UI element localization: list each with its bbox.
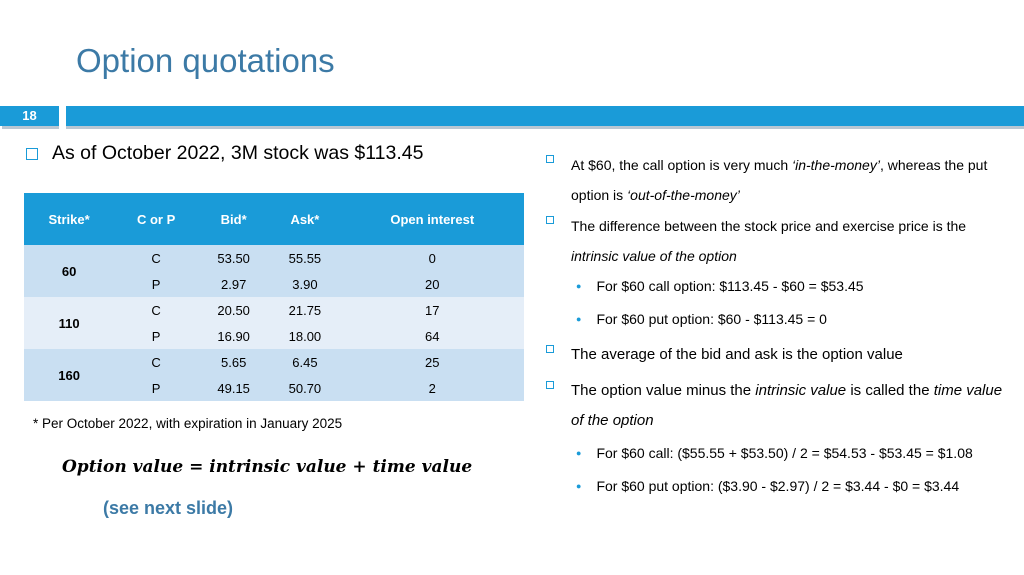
header-ask: Ask*: [269, 193, 341, 245]
bullet-text: The average of the bid and ask is the op…: [571, 346, 903, 363]
slide-number-badge: 18: [0, 106, 59, 126]
ask-cell: 6.45: [269, 349, 341, 375]
bullet-option-value: The average of the bid and ask is the op…: [546, 340, 1006, 370]
bullet-time-value: The option value minus the intrinsic val…: [546, 376, 1006, 436]
ask-cell: 55.55: [269, 245, 341, 271]
bullet-emphasis: intrinsic value of the option: [571, 248, 737, 264]
header-c-or-p: C or P: [114, 193, 199, 245]
bullet-text: The option value minus the: [571, 382, 756, 399]
bid-cell: 20.50: [198, 297, 270, 323]
dot-bullet-icon: ●: [576, 481, 582, 491]
bid-cell: 16.90: [198, 323, 270, 349]
table-row: P 16.90 18.00 64: [24, 323, 524, 349]
sub-bullet-put: ● For $60 put option: $60 - $113.45 = 0: [576, 311, 827, 327]
bullet-emphasis: intrinsic value: [755, 382, 847, 399]
ask-cell: 21.75: [269, 297, 341, 323]
sub-bullet-call-time-value: ● For $60 call: ($55.55 + $53.50) / 2 = …: [576, 445, 973, 461]
strike-cell: 160: [24, 349, 115, 401]
sub-bullet-put-time-value: ● For $60 put option: ($3.90 - $2.97) / …: [576, 478, 959, 494]
type-cell: C: [114, 349, 199, 375]
table-row: 160 C 5.65 6.45 25: [24, 349, 524, 401]
header-bid: Bid*: [198, 193, 270, 245]
bid-cell: 5.65: [198, 349, 270, 375]
open-interest-cell: 64: [340, 323, 524, 349]
table-row: P 49.15 50.70 2: [24, 375, 524, 401]
table-row: 110 C 20.50 21.75 17: [24, 297, 524, 349]
open-interest-cell: 20: [340, 271, 524, 297]
strike-cell: 110: [24, 297, 115, 349]
badge-shadow: [2, 126, 59, 129]
sub-bullet-text: For $60 put option: $60 - $113.45 = 0: [596, 311, 827, 327]
open-interest-cell: 2: [340, 375, 524, 401]
strike-cell: 60: [24, 245, 115, 297]
header-strike: Strike*: [24, 193, 115, 245]
header-rule-shadow: [66, 126, 1024, 129]
dot-bullet-icon: ●: [576, 314, 582, 324]
square-bullet-icon: [546, 345, 554, 353]
type-cell: P: [114, 271, 199, 297]
table-row: P 2.97 3.90 20: [24, 271, 524, 297]
bullet-text: The difference between the stock price a…: [571, 218, 967, 234]
bid-cell: 53.50: [198, 245, 270, 271]
option-quotes-table: Strike* C or P Bid* Ask* Open interest 6…: [24, 193, 524, 401]
bullet-intrinsic-value: The difference between the stock price a…: [546, 211, 1006, 271]
bullet-emphasis: ‘in-the-money’: [792, 157, 880, 173]
bid-cell: 49.15: [198, 375, 270, 401]
open-interest-cell: 17: [340, 297, 524, 323]
lead-text: As of October 2022, 3M stock was $113.45: [52, 142, 424, 164]
bullet-text: is called the: [846, 382, 934, 399]
table-row: 60 C 53.50 55.55 0: [24, 245, 524, 297]
square-bullet-icon: [26, 147, 38, 160]
sub-bullet-text: For $60 put option: ($3.90 - $2.97) / 2 …: [596, 478, 960, 494]
dot-bullet-icon: ●: [576, 448, 582, 458]
type-cell: C: [114, 245, 199, 271]
lead-bullet: As of October 2022, 3M stock was $113.45: [26, 142, 423, 165]
page-title: Option quotations: [76, 42, 335, 79]
type-cell: P: [114, 375, 199, 401]
square-bullet-icon: [546, 216, 554, 224]
sub-bullet-text: For $60 call option: $113.45 - $60 = $53…: [596, 278, 864, 294]
header-open-interest: Open interest: [340, 193, 524, 245]
square-bullet-icon: [546, 155, 554, 163]
open-interest-cell: 0: [340, 245, 524, 271]
bullet-text: At $60, the call option is very much: [571, 157, 792, 173]
table-header-row: Strike* C or P Bid* Ask* Open interest: [24, 193, 524, 245]
ask-cell: 18.00: [269, 323, 341, 349]
open-interest-cell: 25: [340, 349, 524, 375]
table-footnote: * Per October 2022, with expiration in J…: [33, 416, 343, 431]
bullet-emphasis: ‘out-of-the-money’: [627, 187, 740, 203]
bullet-itm-otm: At $60, the call option is very much ‘in…: [546, 150, 1006, 210]
ask-cell: 50.70: [269, 375, 341, 401]
sub-bullet-call: ● For $60 call option: $113.45 - $60 = $…: [576, 278, 864, 294]
square-bullet-icon: [546, 381, 554, 389]
header-rule: [66, 106, 1024, 126]
see-next-slide: (see next slide): [103, 498, 234, 518]
bullet-text: , whereas the put option is: [571, 157, 988, 203]
formula: Option value = intrinsic value + time va…: [62, 457, 473, 477]
bullet-emphasis: time value of the option: [571, 382, 1003, 429]
sub-bullet-text: For $60 call: ($55.55 + $53.50) / 2 = $5…: [596, 445, 973, 461]
ask-cell: 3.90: [269, 271, 341, 297]
dot-bullet-icon: ●: [576, 281, 582, 291]
type-cell: C: [114, 297, 199, 323]
bid-cell: 2.97: [198, 271, 270, 297]
type-cell: P: [114, 323, 199, 349]
